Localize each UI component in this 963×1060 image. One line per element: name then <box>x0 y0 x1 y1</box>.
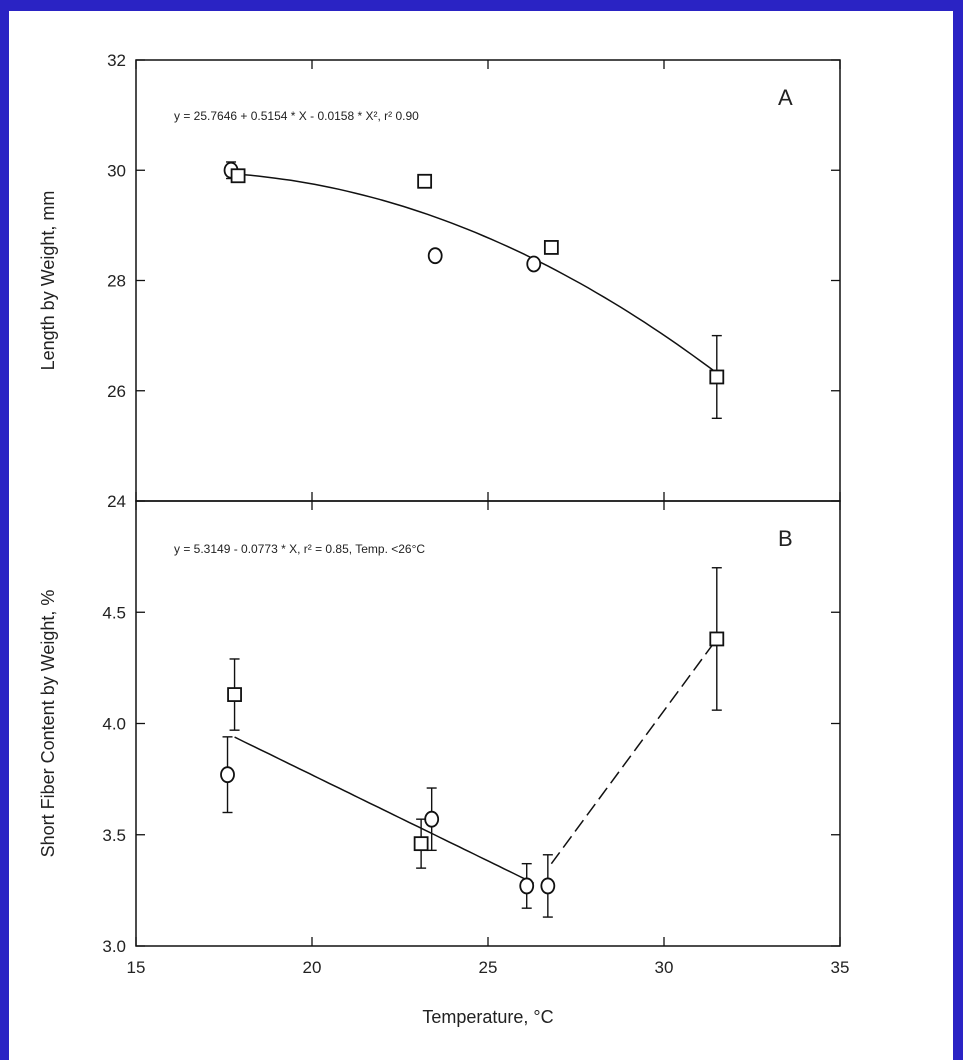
x-tick-label: 30 <box>655 958 674 977</box>
square-point <box>709 631 725 647</box>
y-tick-label: 4.0 <box>102 715 126 734</box>
figure-panel: A y = 25.7646 + 0.5154 * X - 0.0158 * X²… <box>9 11 953 1060</box>
fit-line <box>234 736 535 884</box>
dashed-trend-line <box>550 638 718 865</box>
x-tick-label: 35 <box>831 958 850 977</box>
circle-point <box>427 247 443 265</box>
y-tick-label: 28 <box>107 272 126 291</box>
square-point <box>413 836 429 852</box>
panel-a-equation: y = 25.7646 + 0.5154 * X - 0.0158 * X², … <box>174 109 419 123</box>
square-point <box>709 369 725 385</box>
panel-a-ticks: 24 26 28 30 32 <box>107 51 841 511</box>
square-point <box>543 240 559 255</box>
square-point <box>417 173 433 189</box>
x-tick-label: 20 <box>303 958 322 977</box>
y-tick-label: 3.5 <box>102 826 126 845</box>
panel-b: B y = 5.3149 - 0.0773 * X, r² = 0.85, Te… <box>38 500 849 977</box>
panel-b-letter: B <box>778 526 793 551</box>
panel-a: A y = 25.7646 + 0.5154 * X - 0.0158 * X²… <box>38 51 841 511</box>
panel-a-y-axis-label: Length by Weight, mm <box>38 191 58 371</box>
circle-point <box>424 810 440 828</box>
panel-b-marks <box>220 567 725 918</box>
y-tick-label: 4.5 <box>102 603 126 622</box>
x-tick-label: 15 <box>127 958 146 977</box>
y-tick-label: 32 <box>107 51 126 70</box>
y-tick-label: 30 <box>107 161 126 180</box>
panel-b-ticks: 3.0 3.5 4.0 4.5 15 20 25 30 35 <box>102 501 849 977</box>
y-tick-label: 3.0 <box>102 937 126 956</box>
square-point <box>227 687 242 702</box>
panel-a-letter: A <box>778 85 793 110</box>
panel-b-equation: y = 5.3149 - 0.0773 * X, r² = 0.85, Temp… <box>174 542 425 556</box>
square-point <box>230 168 246 184</box>
circle-point <box>220 766 235 784</box>
panel-b-y-axis-label: Short Fiber Content by Weight, % <box>38 590 58 858</box>
fit-line <box>234 173 718 374</box>
circle-point <box>526 255 542 273</box>
circle-point <box>540 877 556 895</box>
panel-a-frame <box>135 59 841 502</box>
panel-b-frame <box>135 500 841 947</box>
x-axis-label: Temperature, °C <box>422 1007 553 1027</box>
panel-a-marks <box>223 161 725 420</box>
figure-svg: A y = 25.7646 + 0.5154 * X - 0.0158 * X²… <box>38 51 849 1027</box>
x-tick-label: 25 <box>479 958 498 977</box>
y-tick-label: 26 <box>107 382 126 401</box>
circle-point <box>519 877 535 895</box>
y-tick-label: 24 <box>107 492 126 511</box>
